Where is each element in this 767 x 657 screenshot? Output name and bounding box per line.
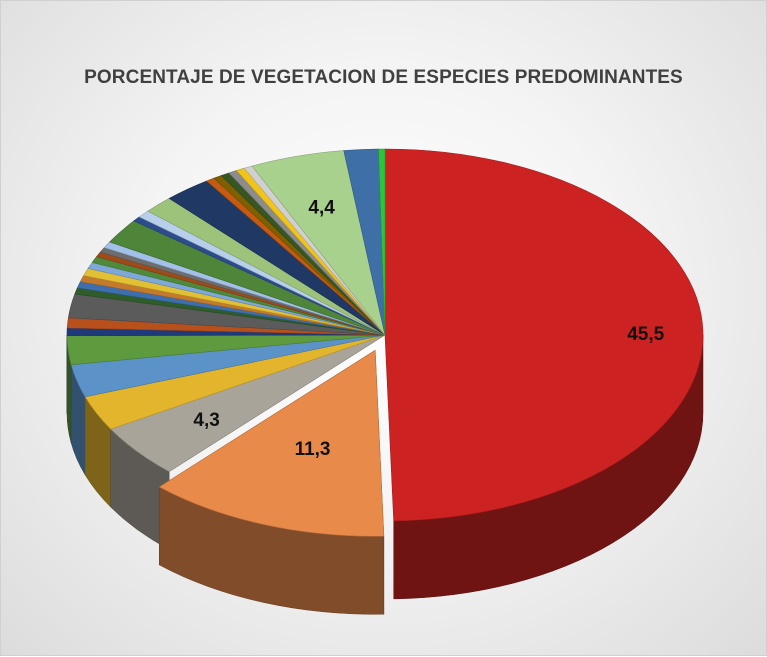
data-label-2: 4,3 — [193, 410, 219, 431]
data-label-0: 45,5 — [627, 324, 664, 345]
data-label-29: 4,4 — [308, 197, 335, 218]
data-label-1: 11,3 — [295, 439, 331, 460]
